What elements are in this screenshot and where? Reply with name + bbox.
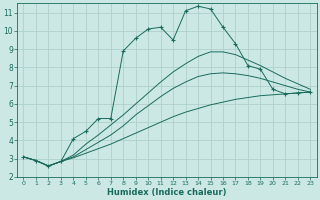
X-axis label: Humidex (Indice chaleur): Humidex (Indice chaleur) — [107, 188, 227, 197]
